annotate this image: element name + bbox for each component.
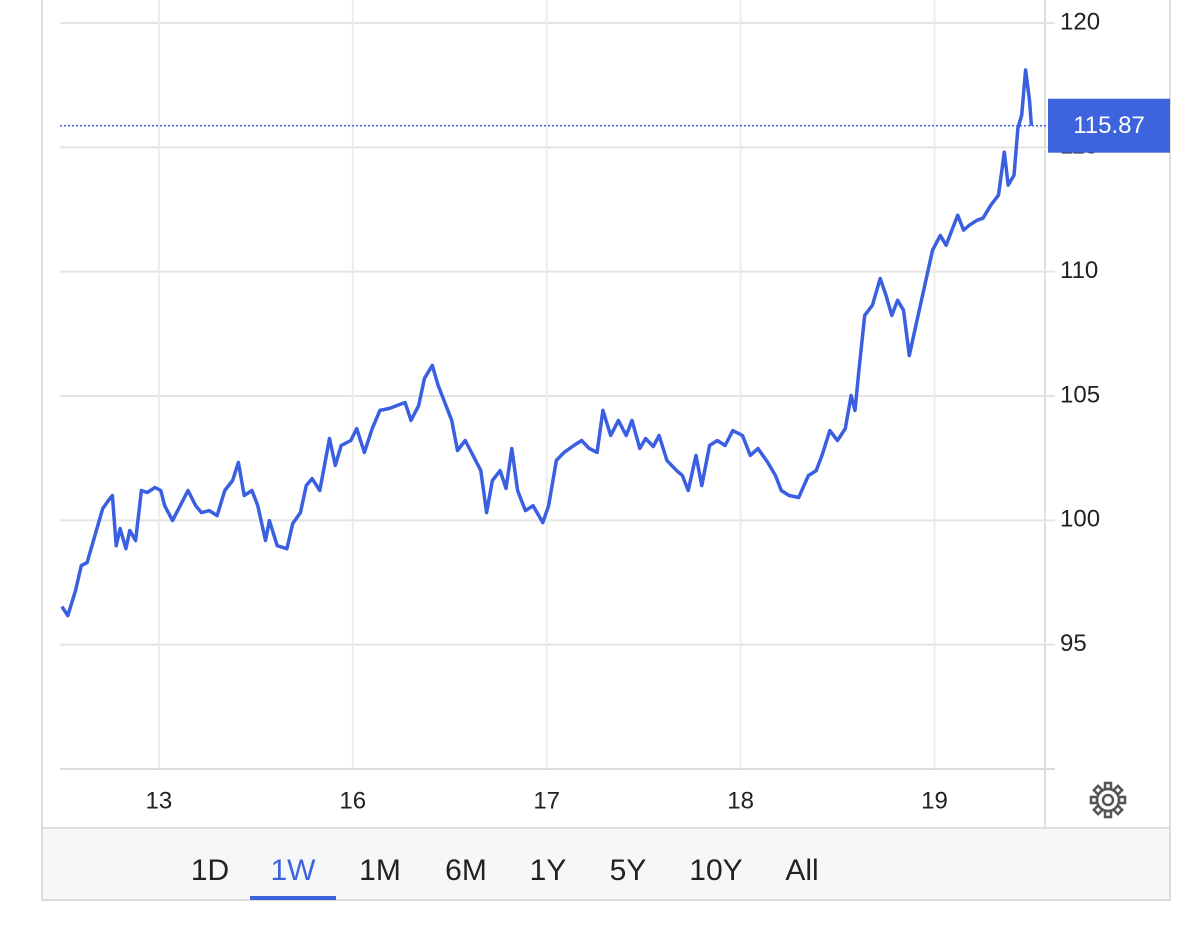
grid (60, 0, 1055, 770)
gear-teeth (1089, 781, 1127, 819)
y-tick-label: 105 (1060, 381, 1100, 408)
card (41, 0, 1171, 901)
settings-icon[interactable] (1089, 781, 1127, 819)
plot (60, 68, 1048, 618)
x-tick-label: 18 (727, 787, 754, 814)
y-tick-label: 95 (1060, 630, 1087, 657)
range-tabs: 1D 1W 1M 6M 1Y 5Y 10Y All (191, 854, 819, 900)
last-value-badge (1048, 98, 1170, 153)
range-tab[interactable]: 1Y (530, 854, 567, 887)
x-tick-label: 13 (146, 787, 173, 814)
x-tick-label: 19 (921, 787, 948, 814)
range-tab[interactable]: 1D (191, 854, 229, 887)
price-line (60, 68, 1034, 618)
x-tick-label: 16 (339, 787, 366, 814)
gear-hub (1101, 793, 1115, 807)
range-tab[interactable]: All (785, 854, 818, 887)
y-tick-label: 110 (1060, 257, 1098, 284)
range-tab[interactable]: 5Y (610, 854, 647, 887)
range-tab-underline (250, 896, 336, 900)
range-tab[interactable]: 6M (445, 854, 487, 887)
axes: 951001051101151201316171819115.87 (146, 8, 1170, 814)
range-bar (43, 828, 1169, 899)
range-tab[interactable]: 10Y (689, 854, 742, 887)
range-tab[interactable]: 1M (359, 854, 401, 887)
y-tick-label: 120 (1060, 8, 1100, 35)
range-tab[interactable]: 1W (271, 854, 317, 887)
last-value-label: 115.87 (1073, 112, 1145, 139)
x-tick-label: 17 (533, 787, 560, 814)
y-tick-label: 100 (1060, 506, 1100, 533)
